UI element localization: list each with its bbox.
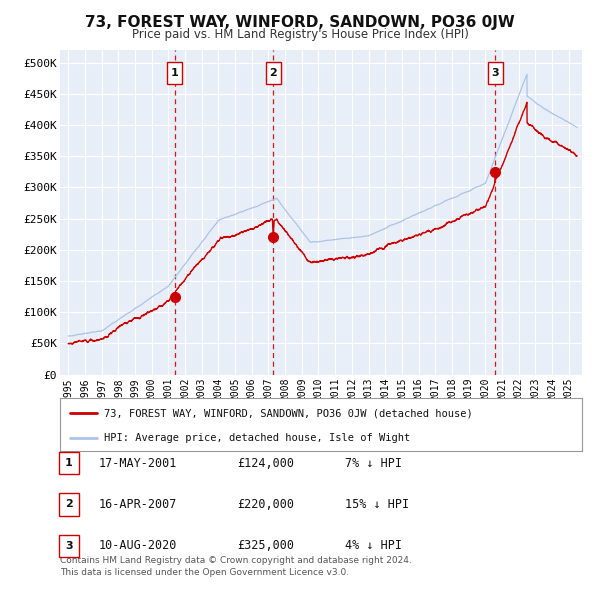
Text: 1: 1 (170, 68, 178, 78)
Text: 73, FOREST WAY, WINFORD, SANDOWN, PO36 0JW: 73, FOREST WAY, WINFORD, SANDOWN, PO36 0… (85, 15, 515, 30)
Text: Contains HM Land Registry data © Crown copyright and database right 2024.: Contains HM Land Registry data © Crown c… (60, 556, 412, 565)
Text: 1: 1 (65, 458, 73, 468)
Text: 2: 2 (269, 68, 277, 78)
Text: Price paid vs. HM Land Registry's House Price Index (HPI): Price paid vs. HM Land Registry's House … (131, 28, 469, 41)
FancyBboxPatch shape (488, 61, 503, 84)
FancyBboxPatch shape (266, 61, 281, 84)
Text: 15% ↓ HPI: 15% ↓ HPI (345, 498, 409, 511)
Text: 3: 3 (491, 68, 499, 78)
Text: 2: 2 (65, 500, 73, 509)
Text: 7% ↓ HPI: 7% ↓ HPI (345, 457, 402, 470)
Text: £325,000: £325,000 (237, 539, 294, 552)
FancyBboxPatch shape (167, 61, 182, 84)
Text: 17-MAY-2001: 17-MAY-2001 (99, 457, 178, 470)
Text: £220,000: £220,000 (237, 498, 294, 511)
Text: 4% ↓ HPI: 4% ↓ HPI (345, 539, 402, 552)
Text: 73, FOREST WAY, WINFORD, SANDOWN, PO36 0JW (detached house): 73, FOREST WAY, WINFORD, SANDOWN, PO36 0… (104, 408, 473, 418)
Text: HPI: Average price, detached house, Isle of Wight: HPI: Average price, detached house, Isle… (104, 433, 410, 443)
Text: This data is licensed under the Open Government Licence v3.0.: This data is licensed under the Open Gov… (60, 568, 349, 577)
Text: 16-APR-2007: 16-APR-2007 (99, 498, 178, 511)
Text: 3: 3 (65, 541, 73, 550)
Text: £124,000: £124,000 (237, 457, 294, 470)
Text: 10-AUG-2020: 10-AUG-2020 (99, 539, 178, 552)
